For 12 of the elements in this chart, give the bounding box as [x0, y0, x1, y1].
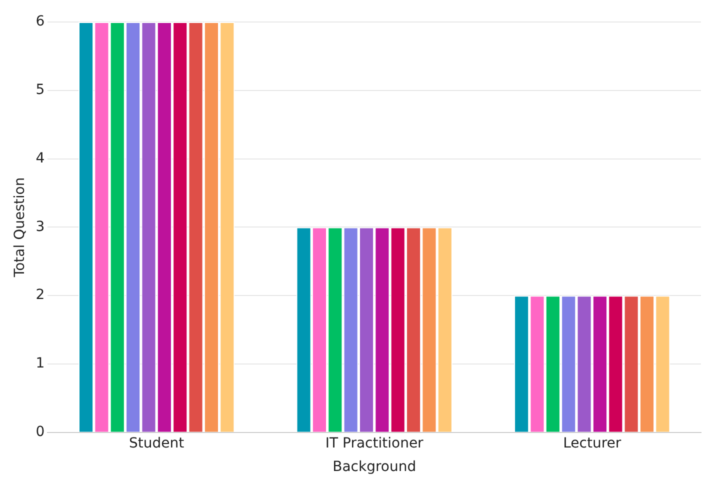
x-tick-label: Student: [129, 435, 185, 452]
x-axis-title: Background: [332, 459, 416, 476]
y-tick-label: 6: [36, 14, 45, 30]
x-tick-label: IT Practitioner: [325, 435, 424, 452]
y-tick-label: 1: [36, 356, 45, 372]
y-tick-label: 3: [36, 218, 45, 235]
y-tick-label: 4: [36, 150, 45, 166]
y-axis-title: Total Question: [12, 177, 28, 278]
y-tick-label: 2: [36, 287, 45, 304]
y-tick-label: 0: [36, 424, 45, 440]
x-tick-label: Lecturer: [563, 435, 622, 452]
y-tick-label: 5: [36, 82, 45, 98]
